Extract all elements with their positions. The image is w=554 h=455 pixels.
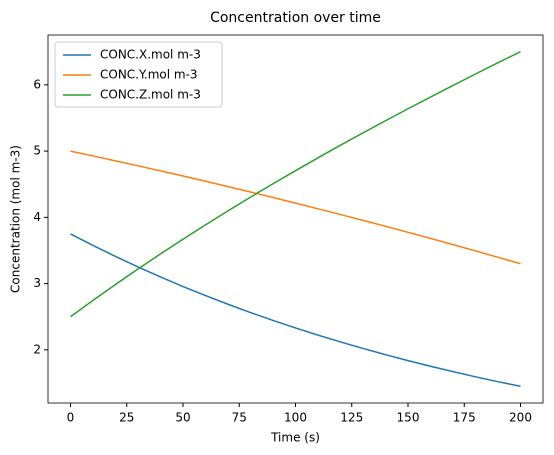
y-tick-label: 4	[33, 210, 41, 224]
legend-label: CONC.Z.mol m-3	[100, 88, 201, 102]
x-tick-label: 150	[397, 411, 420, 425]
x-tick-label: 25	[119, 411, 134, 425]
y-tick-label: 3	[33, 276, 41, 290]
y-axis-label: Concentration (mol m-3)	[9, 145, 23, 293]
x-tick-label: 75	[232, 411, 247, 425]
line-series	[70, 150, 521, 265]
x-tick-label: 100	[284, 411, 307, 425]
chart-title: Concentration over time	[210, 10, 381, 26]
y-tick-label: 2	[33, 342, 41, 356]
y-tick-label: 6	[33, 77, 41, 91]
x-tick-label: 175	[453, 411, 476, 425]
x-tick-label: 200	[509, 411, 532, 425]
legend-label: CONC.X.mol m-3	[100, 48, 201, 62]
plot-frame	[47, 34, 544, 404]
x-tick-label: 0	[67, 411, 75, 425]
legend-label: CONC.Y.mol m-3	[100, 68, 198, 82]
x-tick-label: 50	[175, 411, 190, 425]
legend-box	[54, 41, 223, 108]
x-tick-label: 125	[340, 411, 363, 425]
line-series	[70, 51, 521, 318]
line-series	[70, 233, 521, 388]
y-tick-label: 5	[33, 144, 41, 158]
x-axis-label: Time (s)	[270, 431, 320, 445]
